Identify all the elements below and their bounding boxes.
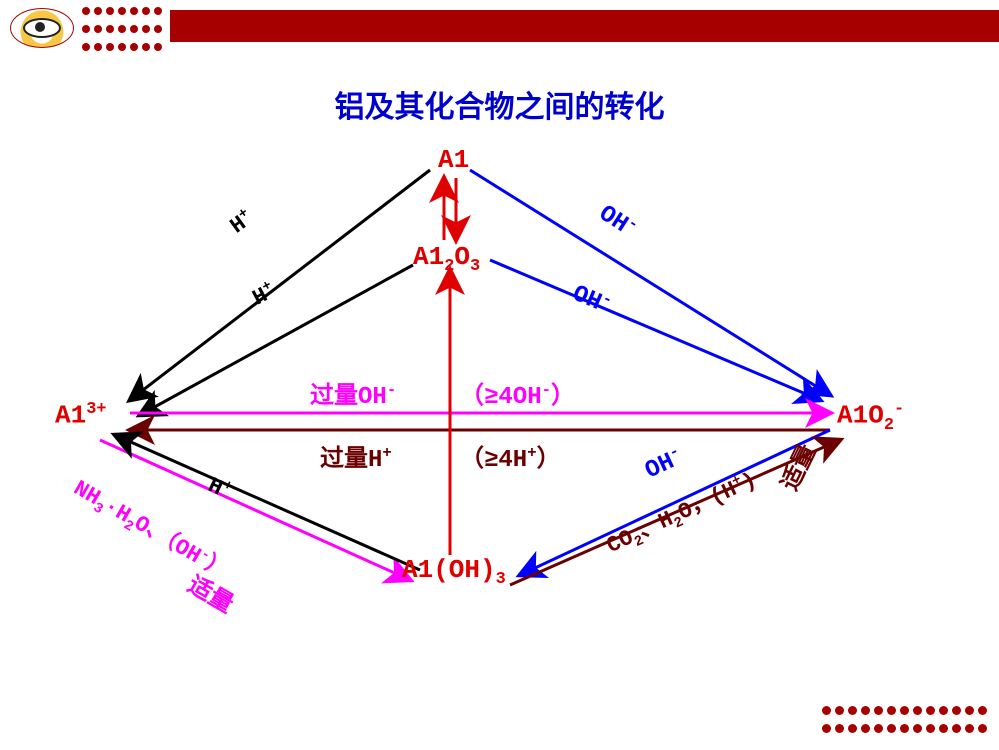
decor-dots-bottom [820,704,989,740]
edge-0 [130,170,430,400]
edge-label-7: （≥4H+） [460,438,561,474]
node-Al: A1 [438,145,469,175]
node-AlO2: A1O2- [837,400,904,435]
node-Al2O3: A12O3 [413,242,480,276]
edge-label-4: 过量OH- [310,375,396,411]
edge-label-6: 过量H+ [320,438,392,474]
edge-2 [470,170,830,395]
node-Al3: A13+ [55,400,107,431]
node-AlOH3: A1(OH)3 [402,555,506,589]
edge-label-5: （≥4OH-） [460,375,575,411]
